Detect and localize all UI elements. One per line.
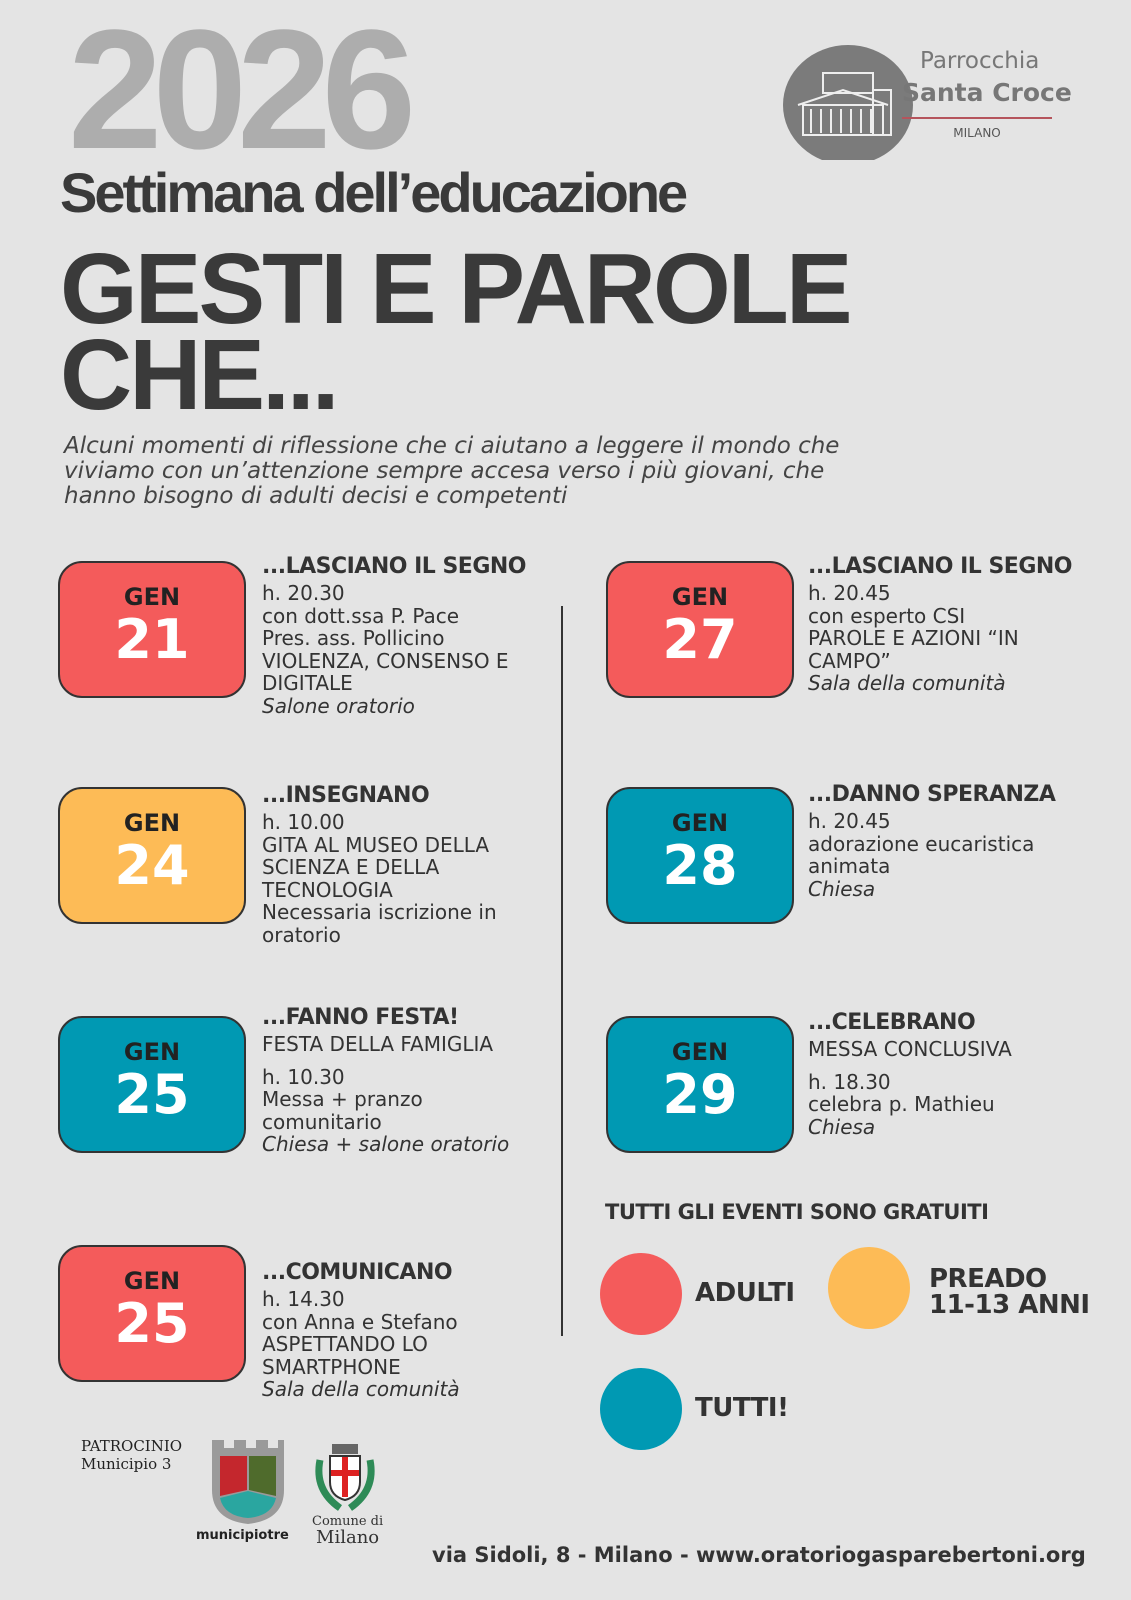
event-heading: ...INSEGNANO xyxy=(262,783,430,808)
date-day: 25 xyxy=(114,1292,190,1355)
date-month: GEN xyxy=(671,1038,729,1066)
event-line: h. 20.45 xyxy=(808,581,891,605)
event-line: con Anna e Stefano xyxy=(262,1309,458,1334)
legend-dot-adulti xyxy=(600,1253,682,1335)
date-month: GEN xyxy=(123,809,181,837)
page-title: GESTI E PAROLE CHE... xyxy=(60,233,853,431)
date-card: GEN 21 xyxy=(58,561,246,698)
legend-tutti: TUTTI! xyxy=(695,1393,789,1423)
comune-milano-label: Comune di Milano xyxy=(312,1514,384,1548)
event-line: h. 20.45 xyxy=(808,809,891,833)
event-details: ...CELEBRANO MESSA CONCLUSIVA h. 18.30 cele… xyxy=(808,1012,1078,1138)
date-card: GEN 24 xyxy=(58,787,246,924)
event-line: GITA AL MUSEO DELLA SCIENZA E DELLA TECN… xyxy=(262,832,490,902)
event-heading: ...DANNO SPERANZA xyxy=(808,782,1056,807)
date-card: GEN 29 xyxy=(606,1016,794,1153)
date-day: 29 xyxy=(662,1063,738,1126)
event-place: Sala della comunità xyxy=(262,1377,460,1401)
event-heading: ...LASCIANO IL SEGNO xyxy=(808,554,1073,579)
patrocinio-municipio: Municipio 3 xyxy=(81,1455,172,1473)
date-card: GEN 27 xyxy=(606,561,794,698)
address-footer: via Sidoli, 8 - Milano - www.oratoriogas… xyxy=(432,1543,1086,1567)
logo-divider xyxy=(902,117,1052,119)
free-events-note: TUTTI GLI EVENTI SONO GRATUITI xyxy=(605,1200,989,1224)
date-month: GEN xyxy=(123,583,181,611)
event-details: ...DANNO SPERANZA h. 20.45 adorazione euca… xyxy=(808,784,1078,900)
patrocinio: PATROCINIO Municipio 3 xyxy=(81,1437,182,1473)
event-line: PAROLE E AZIONI “IN CAMPO” xyxy=(808,626,1019,673)
event-place: Sala della comunità xyxy=(808,671,1006,695)
event-line: FESTA DELLA FAMIGLIA xyxy=(262,1032,494,1056)
event-line: Necessaria iscrizione in oratorio xyxy=(262,900,497,947)
intro-text: Alcuni momenti di riflessione che ci aiu… xyxy=(64,433,840,509)
event-line: con dott.ssa P. Pace xyxy=(262,603,460,628)
event-details: ...INSEGNANO h. 10.00 GITA AL MUSEO DELLA … xyxy=(262,785,532,946)
date-card: GEN 25 xyxy=(58,1245,246,1382)
event-heading: ...LASCIANO IL SEGNO xyxy=(262,554,527,579)
event-place: Chiesa + salone oratorio xyxy=(262,1132,510,1156)
event-line: VIOLENZA, CONSENSO E DIGITALE xyxy=(262,648,509,695)
event-line: ASPETTANDO LO SMARTPHONE xyxy=(262,1332,428,1379)
date-day: 24 xyxy=(114,834,190,897)
event-line: h. 20.30 xyxy=(262,581,345,605)
date-month: GEN xyxy=(123,1038,181,1066)
event-line: adorazione eucaristica animata xyxy=(808,831,1035,878)
event-place: Salone oratorio xyxy=(262,693,415,718)
date-day: 27 xyxy=(662,608,738,671)
title-line-2: CHE... xyxy=(60,319,339,431)
title-line-1: GESTI E PAROLE xyxy=(60,233,853,345)
event-place: Chiesa xyxy=(808,1114,876,1139)
date-day: 21 xyxy=(114,608,190,671)
logo-parrocchia: Parrocchia xyxy=(920,48,1040,74)
year-heading: 2026 xyxy=(68,0,416,185)
event-details: ...COMUNICANO h. 14.30 con Anna e Stefano A… xyxy=(262,1262,532,1401)
event-line: MESSA CONCLUSIVA xyxy=(808,1037,1012,1061)
logo-milano: MILANO xyxy=(953,126,1001,140)
date-day: 25 xyxy=(114,1063,190,1126)
legend-adulti: ADULTI xyxy=(695,1278,795,1308)
event-line: h. 14.30 xyxy=(262,1287,345,1311)
date-month: GEN xyxy=(123,1267,181,1295)
comune-milano-logo-icon xyxy=(310,1440,380,1522)
legend-dot-preado xyxy=(828,1247,910,1329)
legend-preado-2: 11-13 ANNI xyxy=(929,1290,1090,1320)
legend-dot-tutti xyxy=(600,1368,682,1450)
comune-di: Comune di xyxy=(312,1514,384,1529)
event-line: h. 18.30 xyxy=(808,1069,891,1094)
event-heading: ...COMUNICANO xyxy=(262,1260,453,1285)
event-line: celebra p. Mathieu xyxy=(808,1092,995,1116)
logo-santa-croce: Santa Croce xyxy=(902,78,1072,107)
event-line: h. 10.00 xyxy=(262,810,345,834)
subtitle: Settimana dell’educazione xyxy=(60,161,688,224)
date-month: GEN xyxy=(671,583,729,611)
event-line: h. 10.30 xyxy=(262,1064,345,1089)
event-details: ...LASCIANO IL SEGNO h. 20.30 con dott.ssa… xyxy=(262,556,532,717)
event-details: ...FANNO FESTA! FESTA DELLA FAMIGLIA h. 10… xyxy=(262,1007,532,1156)
date-card: GEN 25 xyxy=(58,1016,246,1153)
date-month: GEN xyxy=(671,809,729,837)
event-place: Chiesa xyxy=(808,876,876,901)
event-line: Pres. ass. Pollicino xyxy=(262,626,445,650)
church-logo-icon xyxy=(783,45,913,160)
event-line: con esperto CSI xyxy=(808,603,966,628)
legend-preado-1: PREADO xyxy=(929,1264,1047,1294)
event-line: Messa + pranzo comunitario xyxy=(262,1087,423,1134)
event-heading: ...CELEBRANO xyxy=(808,1010,976,1035)
event-heading: ...FANNO FESTA! xyxy=(262,1005,459,1030)
column-divider xyxy=(561,606,563,1336)
legend-preado: PREADO 11-13 ANNI xyxy=(929,1266,1090,1318)
date-card: GEN 28 xyxy=(606,787,794,924)
patrocinio-label: PATROCINIO xyxy=(81,1437,183,1455)
comune-milano: Milano xyxy=(316,1527,380,1548)
event-details: ...LASCIANO IL SEGNO h. 20.45 con esperto … xyxy=(808,556,1078,695)
municipio-tre-label: municipiotre xyxy=(196,1528,289,1543)
municipio-tre-logo-icon xyxy=(208,1436,288,1530)
date-day: 28 xyxy=(662,834,738,897)
